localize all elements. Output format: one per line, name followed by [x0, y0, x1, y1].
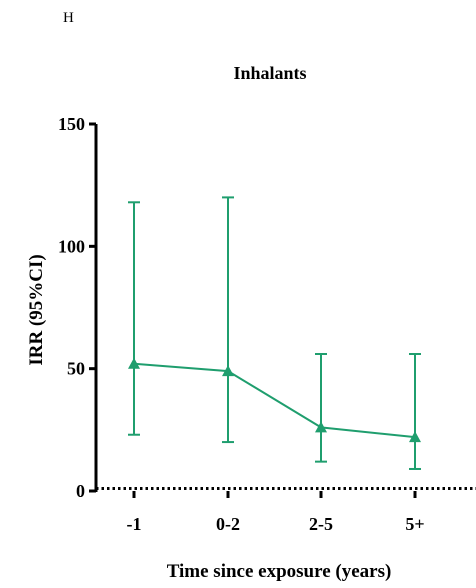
series-line	[133, 362, 416, 439]
y-tick-label: 50	[67, 359, 85, 379]
axes: 0 50 100 150 -1 0-2 2-5 5+	[58, 114, 476, 534]
y-tick-label: 150	[58, 114, 85, 134]
x-tick-label: -1	[127, 514, 142, 534]
data-point-triangle	[222, 365, 234, 377]
data-point-triangle	[128, 357, 140, 369]
x-tick-label: 0-2	[216, 514, 240, 534]
x-axis-label: Time since exposure (years)	[167, 561, 392, 582]
marks	[128, 196, 421, 470]
data-point-triangle	[409, 431, 421, 443]
panel-letter: H	[63, 10, 74, 26]
x-tick-label: 2-5	[309, 514, 333, 534]
y-tick-label: 100	[58, 236, 85, 256]
y-tick-label: 0	[76, 481, 85, 501]
x-tick-label: 5+	[405, 514, 424, 534]
y-axis-label: IRR (95%CI)	[26, 254, 47, 365]
chart-title: Inhalants	[233, 63, 306, 83]
data-point-triangle	[315, 421, 327, 433]
